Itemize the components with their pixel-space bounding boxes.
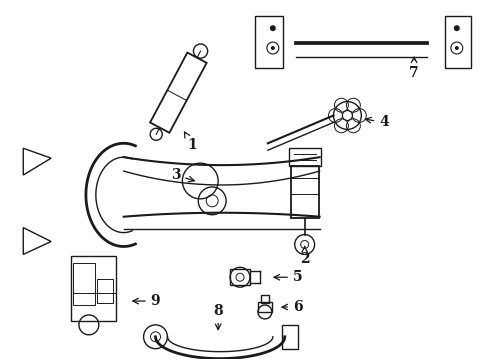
Bar — [71, 256, 116, 321]
Text: 8: 8 — [213, 304, 223, 330]
Bar — [261, 295, 269, 303]
Circle shape — [455, 46, 459, 50]
Bar — [230, 269, 250, 285]
Bar — [291, 166, 318, 218]
Text: 2: 2 — [300, 246, 310, 266]
Text: 1: 1 — [184, 132, 197, 152]
Bar — [97, 279, 113, 303]
Circle shape — [271, 46, 275, 50]
Bar — [289, 148, 320, 166]
Text: 5: 5 — [274, 270, 302, 284]
Text: 7: 7 — [409, 57, 419, 80]
Bar — [445, 16, 471, 68]
Bar — [73, 264, 95, 305]
Circle shape — [270, 25, 276, 31]
Bar — [255, 16, 283, 68]
Bar — [258, 302, 272, 312]
Text: 9: 9 — [133, 294, 160, 308]
Text: 3: 3 — [171, 168, 194, 182]
Circle shape — [454, 25, 460, 31]
Text: 6: 6 — [282, 300, 302, 314]
Text: 4: 4 — [366, 116, 389, 130]
Bar — [282, 325, 298, 349]
